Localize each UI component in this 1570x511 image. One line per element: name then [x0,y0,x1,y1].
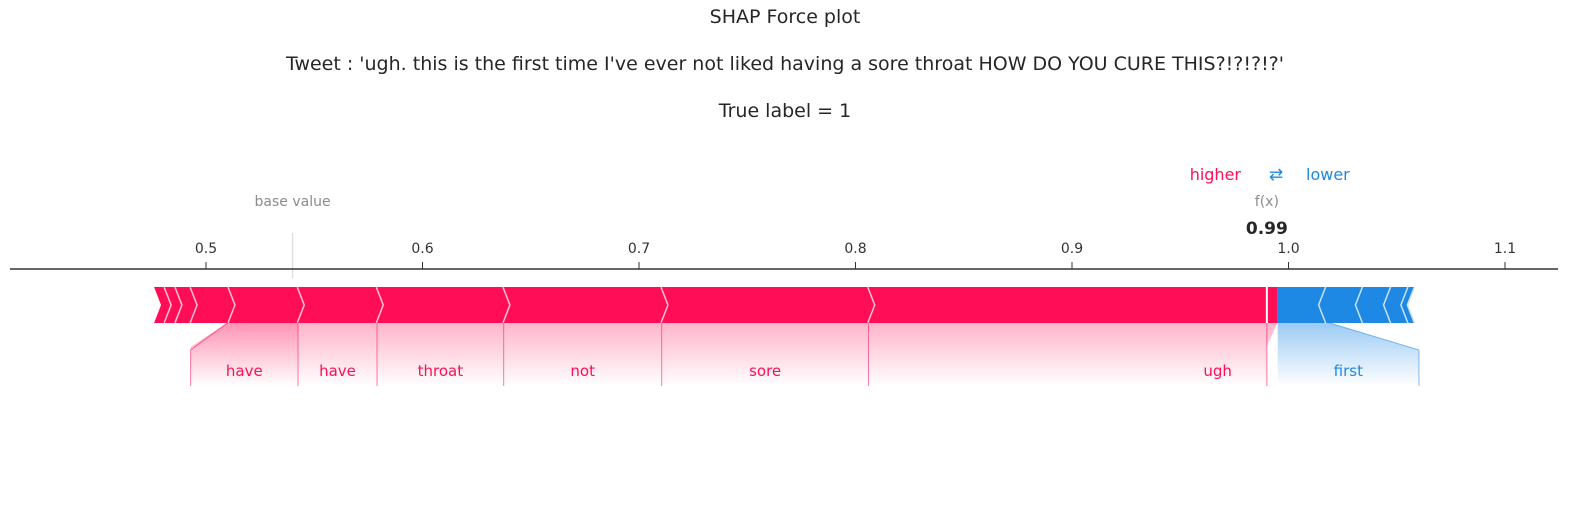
legend-higher: higher [1190,165,1242,184]
x-tick-label-1: 0.6 [411,241,433,257]
positive-bar-8 [661,287,876,323]
positive-fill-1 [298,322,378,386]
force-bars [154,286,1417,324]
feature-label-sore: sore [749,362,781,380]
x-axis-ticks: 0.5 0.6 0.7 0.8 0.9 1.0 1.1 [195,241,1516,269]
feature-labels: have have throat not sore ugh first [226,362,1363,380]
feature-label-first: first [1334,362,1363,380]
true-label: True label = 1 [718,100,852,122]
positive-bar-3 [190,287,236,323]
x-tick-label-6: 1.1 [1494,241,1516,257]
positive-fill-2 [377,322,504,386]
positive-bar-9 [868,287,1278,323]
output-label: f(x) [1255,194,1279,210]
negative-bar-4 [1401,287,1416,323]
label-fills [190,321,1420,386]
positive-bar-7 [503,287,669,323]
feature-label-have: have [319,362,356,380]
tweet-text: Tweet : 'ugh. this is the first time I'v… [285,53,1284,75]
legend-lower: lower [1306,165,1350,184]
positive-fill-0 [190,322,299,386]
chart-title: SHAP Force plot [709,6,861,28]
output-value-background [1244,216,1289,240]
positive-bar-6 [377,287,511,323]
positive-fill-4 [661,322,869,386]
feature-label-not: not [570,362,595,380]
negative-fill-0 [1277,322,1419,386]
positive-fill-5 [868,322,1278,386]
feature-label-throat: throat [418,362,464,380]
feature-label-have: have [226,362,263,380]
positive-boundary-0 [190,321,230,386]
feature-label-ugh: ugh [1203,362,1232,380]
negative-bar-2 [1356,287,1392,323]
positive-bar-2 [175,287,198,323]
x-tick-label-4: 0.9 [1061,241,1083,257]
output-value: 0.99 [1246,219,1288,239]
x-tick-label-3: 0.8 [844,241,866,257]
negative-boundary-0 [1326,321,1420,386]
positive-bar-5 [298,287,385,323]
x-tick-label-0: 0.5 [195,241,217,257]
negative-bar-0 [1277,287,1327,323]
base-value-label: base value [255,194,331,210]
negative-bar-3 [1384,287,1409,323]
x-tick-label-2: 0.7 [628,241,650,257]
positive-bar-4 [228,287,306,323]
x-tick-label-5: 1.0 [1277,241,1299,257]
negative-bar-1 [1319,287,1364,323]
negative-separator-4 [1406,286,1417,324]
legend-arrows-icon: ⇄ [1269,165,1283,185]
positive-fill-3 [503,322,662,386]
